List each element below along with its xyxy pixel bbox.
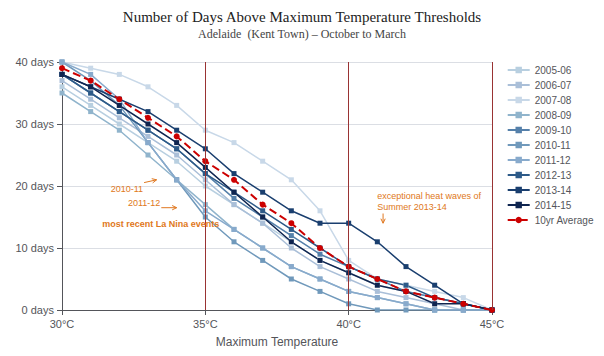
- svg-text:2007-08: 2007-08: [535, 95, 572, 106]
- svg-text:40°C: 40°C: [336, 318, 361, 330]
- svg-text:35°C: 35°C: [193, 318, 218, 330]
- svg-text:2012-13: 2012-13: [535, 170, 572, 181]
- svg-text:2013-14: 2013-14: [535, 185, 572, 196]
- svg-text:Adelaide (Kent Town) – Octobe: Adelaide (Kent Town) – October to March: [198, 27, 406, 41]
- svg-text:10yr Average: 10yr Average: [535, 215, 594, 226]
- svg-text:2006-07: 2006-07: [535, 80, 572, 91]
- svg-text:Number of Days Above Maximum T: Number of Days Above Maximum Temperature…: [123, 9, 481, 25]
- svg-text:2011-12: 2011-12: [535, 155, 571, 166]
- svg-text:40 days: 40 days: [15, 56, 54, 68]
- svg-text:30 days: 30 days: [15, 118, 54, 130]
- svg-text:30°C: 30°C: [50, 318, 75, 330]
- svg-text:45°C: 45°C: [480, 318, 505, 330]
- svg-text:2011-12: 2011-12: [128, 198, 160, 208]
- svg-text:most recent La Nina events: most recent La Nina events: [102, 219, 219, 229]
- svg-text:2010-11: 2010-11: [111, 184, 143, 194]
- svg-text:2008-09: 2008-09: [535, 110, 572, 121]
- svg-text:20 days: 20 days: [15, 180, 54, 192]
- svg-text:10 days: 10 days: [15, 242, 54, 254]
- svg-text:0 days: 0 days: [22, 304, 55, 316]
- svg-text:exceptional heat waves of: exceptional heat waves of: [377, 191, 481, 201]
- svg-text:2005-06: 2005-06: [535, 65, 572, 76]
- svg-text:2014-15: 2014-15: [535, 200, 572, 211]
- svg-text:2010-11: 2010-11: [535, 140, 571, 151]
- svg-text:Maximum Temperature: Maximum Temperature: [216, 335, 339, 349]
- svg-text:2009-10: 2009-10: [535, 125, 572, 136]
- svg-text:Summer 2013-14: Summer 2013-14: [377, 202, 447, 212]
